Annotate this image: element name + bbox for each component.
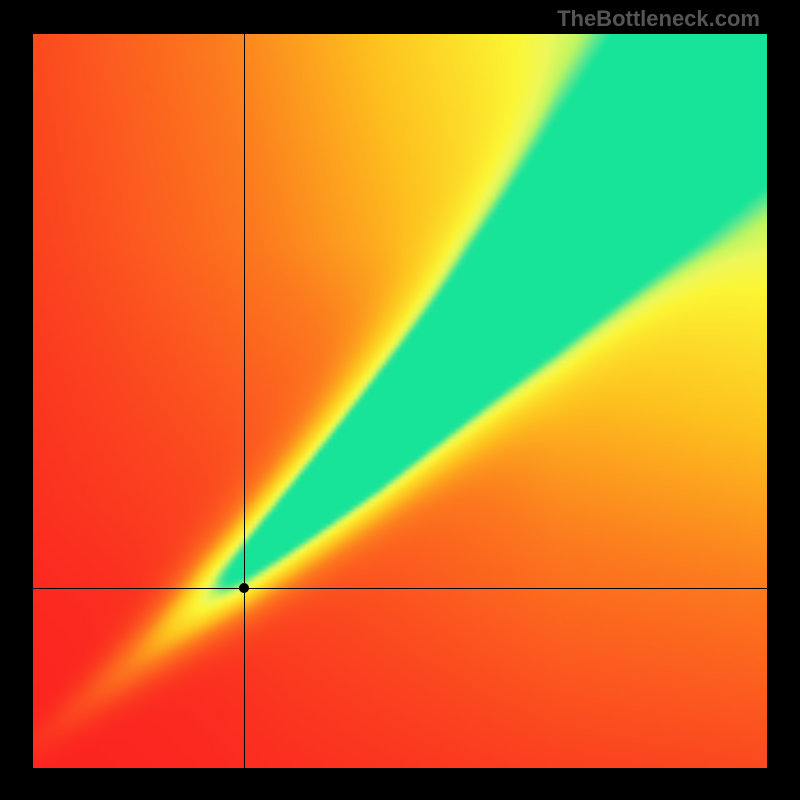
crosshair-horizontal xyxy=(33,588,767,589)
heatmap-plot xyxy=(33,34,767,768)
crosshair-marker xyxy=(239,583,249,593)
heatmap-canvas xyxy=(33,34,767,768)
watermark-text: TheBottleneck.com xyxy=(557,6,760,32)
crosshair-vertical xyxy=(244,34,245,768)
